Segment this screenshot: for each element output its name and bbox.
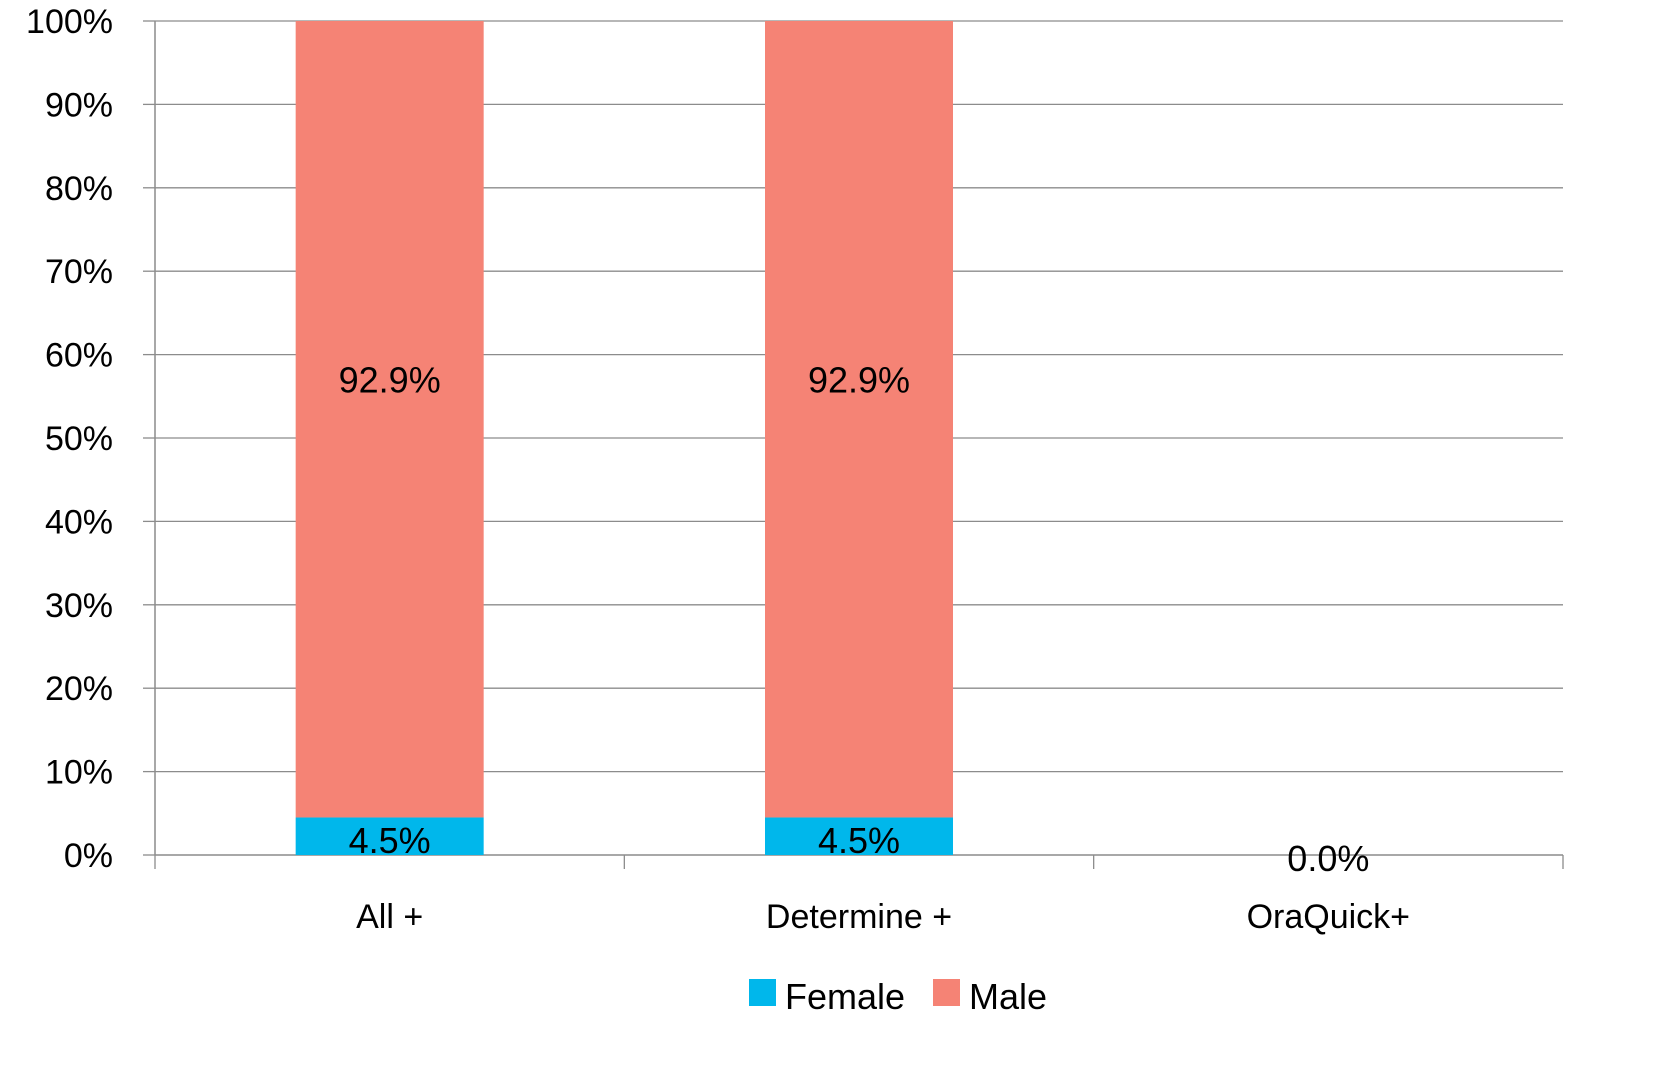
legend-label-female: Female	[785, 976, 905, 1017]
bar-segment-female	[295, 817, 484, 855]
y-tick-label: 20%	[45, 670, 113, 708]
data-label: 4.5%	[349, 820, 431, 861]
data-label: 92.9%	[339, 359, 441, 400]
legend-label-male: Male	[969, 976, 1047, 1017]
bars	[295, 21, 953, 855]
x-category-label: OraQuick+	[1247, 898, 1410, 936]
legend-swatch-female	[749, 979, 776, 1006]
data-labels: 4.5% 92.9% 4.5% 92.9% 0.0%	[339, 359, 1370, 879]
data-label: 4.5%	[818, 820, 900, 861]
x-category-label: All +	[356, 898, 423, 936]
y-tick-label: 10%	[45, 754, 113, 792]
x-category-label: Determine +	[766, 898, 952, 936]
y-tick-label: 70%	[45, 253, 113, 291]
bar-segment-female	[765, 817, 953, 855]
y-tick-label: 90%	[45, 86, 113, 124]
bar-segment-male	[295, 21, 484, 818]
bar-segment-male	[765, 21, 953, 818]
y-tick-label: 40%	[45, 503, 113, 541]
y-tick-label: 30%	[45, 587, 113, 625]
y-tick-label: 100%	[26, 3, 113, 41]
y-tick-label: 0%	[64, 837, 113, 875]
y-tick-label: 60%	[45, 337, 113, 375]
data-label: 92.9%	[808, 359, 910, 400]
axes: 0% 10% 20% 30% 40% 50% 60% 70% 80% 90% 100% All + De…	[26, 3, 1564, 936]
data-label: 0.0%	[1287, 838, 1369, 879]
y-tick-label: 50%	[45, 420, 113, 458]
y-tick-label: 80%	[45, 170, 113, 208]
legend-swatch-male	[933, 979, 960, 1006]
legend: Female Male	[749, 976, 1047, 1017]
